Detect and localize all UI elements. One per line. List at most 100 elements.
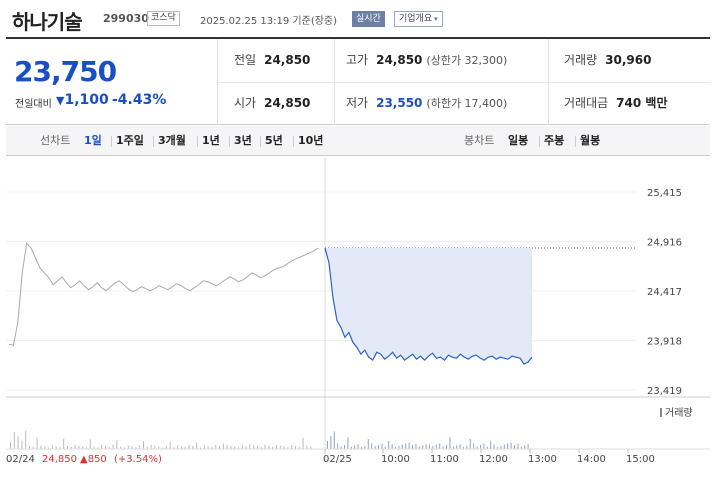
- volume-bar: [287, 447, 289, 449]
- volume-bar: [388, 440, 390, 449]
- x-tick-label: 15:00: [626, 454, 655, 465]
- volume-bar: [493, 444, 495, 449]
- volume-bar: [177, 445, 179, 449]
- volume-bar: [510, 442, 512, 449]
- volume-bar: [367, 439, 369, 449]
- prev-day-price-line: [8, 241, 319, 346]
- volume-bar: [253, 445, 255, 449]
- prev-day-change: ▲850: [80, 454, 107, 465]
- volume-bar: [97, 447, 99, 449]
- volume-bar: [165, 445, 167, 449]
- stat-low: 저가 23,550 (하한가 17,400): [346, 82, 507, 125]
- volume-bar: [63, 438, 65, 449]
- volume-bar: [456, 445, 458, 449]
- stock-code: 299030: [103, 12, 149, 25]
- volume-bar: [354, 445, 356, 449]
- volume-bar: [350, 446, 352, 449]
- tab-line-3[interactable]: 1년: [202, 134, 220, 147]
- volume-bar: [93, 446, 95, 449]
- volume-bar: [116, 440, 118, 449]
- volume-bar: [333, 431, 335, 449]
- tab-candle-0[interactable]: 일봉: [508, 134, 529, 147]
- volume-bar: [378, 445, 379, 449]
- tab-line-2[interactable]: 3개월: [158, 134, 186, 147]
- volume-bar: [215, 445, 217, 449]
- volume-bar: [245, 446, 247, 449]
- volume-bar: [302, 437, 304, 449]
- tab-line-1[interactable]: 1주일: [116, 134, 144, 147]
- volume-bar: [21, 440, 23, 449]
- volume-bar: [476, 446, 478, 449]
- tab-divider: [575, 136, 576, 147]
- tab-candle-1[interactable]: 주봉: [544, 134, 565, 147]
- volume-bar: [124, 447, 125, 449]
- price-chart[interactable]: 25,415 24,916 24,417 23,918 23,419 거래량 02/24 02…: [6, 157, 710, 474]
- tab-line-4[interactable]: 3년: [234, 134, 252, 147]
- volume-bar: [226, 444, 228, 449]
- stat-high: 고가 24,850 (상한가 32,300): [346, 39, 507, 82]
- volume-bar: [203, 445, 205, 449]
- volume-bar: [398, 445, 400, 449]
- volume-bar: [230, 445, 232, 449]
- volume-bar: [469, 439, 471, 449]
- tab-divider: [539, 136, 540, 147]
- volume-bar: [188, 444, 190, 449]
- volume-legend-mark: [660, 408, 662, 417]
- volume-bar: [120, 446, 122, 449]
- price-change-value: 1,100: [64, 92, 109, 108]
- realtime-button[interactable]: 실시간: [352, 11, 385, 27]
- tab-line-6[interactable]: 10년: [298, 134, 324, 147]
- volume-bar: [112, 444, 114, 449]
- volume-bar: [514, 445, 515, 449]
- tab-line-5[interactable]: 5년: [265, 134, 283, 147]
- volume-bar: [446, 445, 447, 449]
- stock-name: 하나기술: [12, 10, 83, 34]
- x-tick-label: 14:00: [577, 454, 606, 465]
- volume-bar: [181, 446, 182, 449]
- volume-bar: [425, 444, 427, 449]
- tab-divider: [293, 136, 294, 147]
- volume-bar: [211, 447, 213, 449]
- row-divider: [218, 82, 710, 83]
- volume-bar: [452, 446, 454, 449]
- down-triangle-icon: ▼: [56, 94, 65, 107]
- volume-bar: [347, 437, 349, 449]
- volume-bar: [143, 441, 144, 449]
- tab-divider: [197, 136, 198, 147]
- volume-bar: [337, 443, 339, 449]
- volume-bar: [439, 443, 441, 449]
- prev-day-close: 24,850: [42, 454, 77, 465]
- prev-compare-label: 전일대비: [15, 99, 52, 110]
- tab-line-0[interactable]: 1일: [84, 134, 102, 147]
- x-tick-label: 10:00: [381, 454, 410, 465]
- volume-bar: [268, 445, 270, 449]
- chevron-down-icon: ▾: [434, 15, 438, 23]
- y-tick-label: 23,918: [647, 337, 682, 348]
- volume-bar: [219, 446, 220, 449]
- volume-bar: [344, 445, 345, 449]
- company-overview-button[interactable]: 기업개요 ▾: [394, 11, 443, 27]
- volume-bar: [283, 446, 285, 449]
- chart-tabs: 선차트 1일 1주일 3개월 1년 3년 5년 10년 봉차트 일봉 주봉 월봉: [6, 126, 710, 156]
- volume-bar: [463, 447, 464, 449]
- candle-chart-label: 봉차트: [464, 134, 495, 147]
- volume-bar: [169, 441, 171, 449]
- stat-value: 30,960: [605, 53, 652, 67]
- volume-bar: [374, 446, 376, 449]
- volume-bar: [135, 447, 137, 449]
- x-tick-label: 11:00: [430, 454, 459, 465]
- volume-bar: [78, 445, 80, 449]
- tab-candle-2[interactable]: 월봉: [580, 134, 601, 147]
- stat-label: 고가: [346, 53, 369, 67]
- volume-bar: [272, 446, 274, 449]
- volume-bar: [418, 446, 420, 449]
- current-price: 23,750: [14, 55, 117, 88]
- volume-bar: [257, 446, 258, 449]
- volume-bar: [150, 444, 152, 449]
- stock-header: 하나기술 299030 코스닥 2025.02.25 13:19 기준(장중) …: [0, 0, 712, 36]
- volume-bar: [105, 446, 106, 449]
- volume-bar: [490, 440, 492, 449]
- volume-bar: [429, 444, 430, 449]
- volume-bar: [449, 437, 451, 449]
- volume-bar: [327, 441, 328, 449]
